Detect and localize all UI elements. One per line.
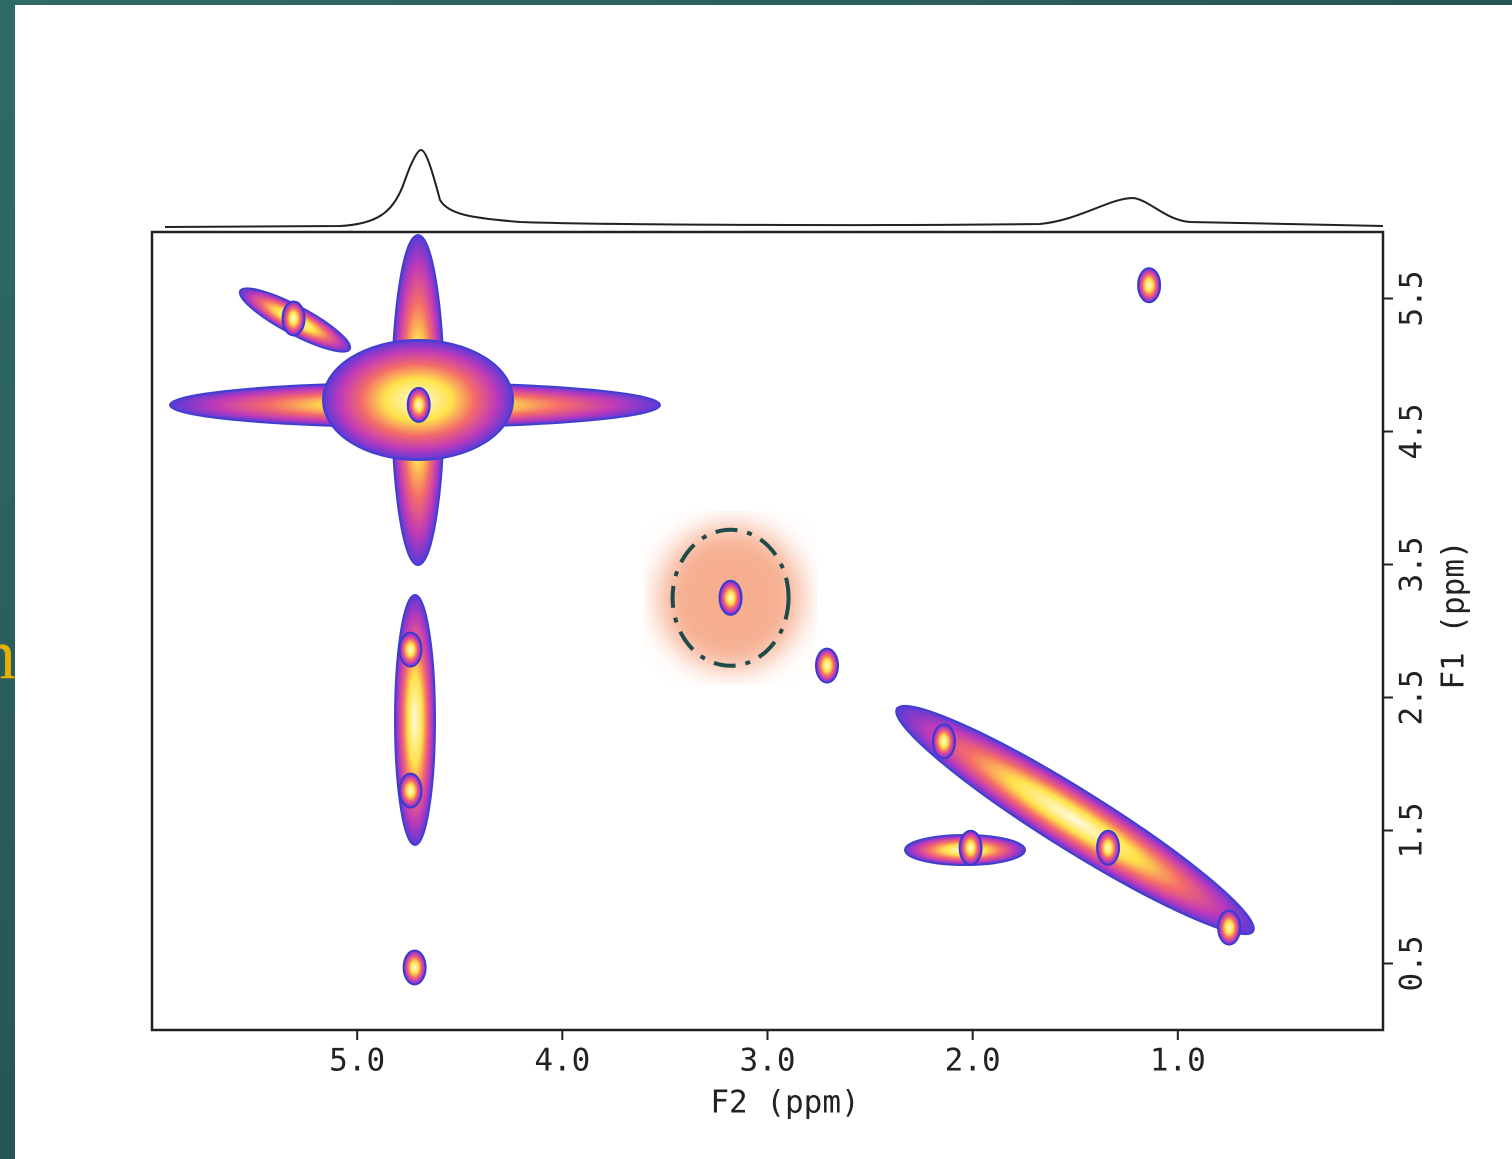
y-tick-label: 3.5 <box>1394 537 1430 593</box>
y-axis-label: F1 (ppm) <box>1436 540 1472 689</box>
x-tick-label: 3.0 <box>740 1043 796 1079</box>
peak <box>931 723 956 760</box>
peak <box>718 579 743 616</box>
projection-trace <box>164 148 1384 228</box>
y-tick-label: 2.5 <box>1394 670 1430 726</box>
highlight-ring <box>670 527 791 668</box>
plot-area <box>281 267 1242 986</box>
ridge <box>895 704 1255 936</box>
peak <box>406 386 431 423</box>
y-tick-label: 1.5 <box>1394 803 1430 859</box>
y-tick-label: 5.5 <box>1394 271 1430 327</box>
peak <box>281 300 306 337</box>
x-tick-label: 5.0 <box>329 1043 385 1079</box>
peak <box>402 949 427 986</box>
peak <box>814 647 839 684</box>
peak <box>958 829 983 866</box>
peak <box>398 631 423 668</box>
x-tick-label: 1.0 <box>1150 1043 1206 1079</box>
peak <box>1096 829 1121 866</box>
ridge <box>394 594 436 846</box>
x-tick-label: 4.0 <box>534 1043 590 1079</box>
peak <box>398 772 423 809</box>
y-tick-label: 0.5 <box>1394 936 1430 992</box>
x-tick-label: 2.0 <box>945 1043 1001 1079</box>
x-axis-label: F2 (ppm) <box>710 1085 859 1121</box>
peak <box>1137 267 1162 304</box>
y-tick-label: 4.5 <box>1394 404 1430 460</box>
side-text: n <box>0 615 16 695</box>
peak <box>1217 909 1242 946</box>
